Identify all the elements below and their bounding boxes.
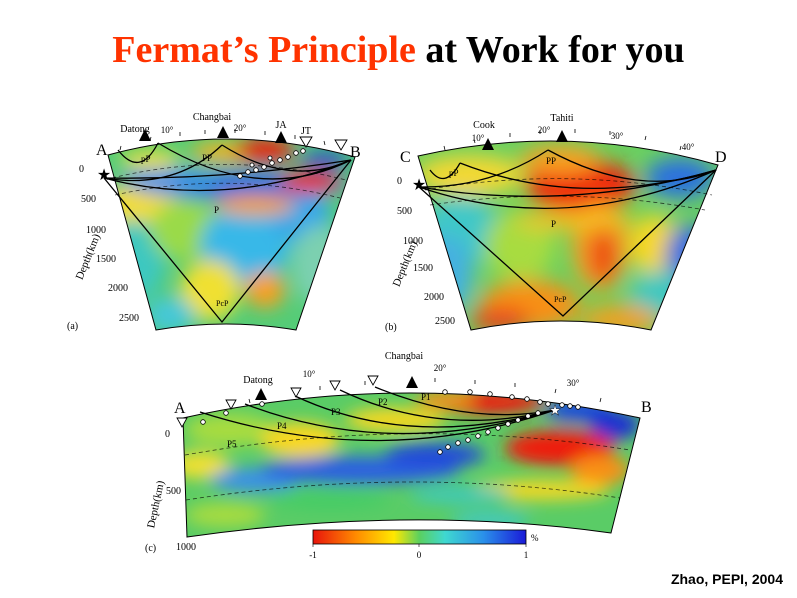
- colorbar-tick-label: 1: [524, 550, 529, 560]
- depth-tick-label: 1000: [176, 542, 196, 553]
- panel-b: ★ C D Cook Tahiti 10° 20° 30° 40° pP PP …: [385, 113, 727, 333]
- ray-label-p4: P4: [277, 421, 287, 431]
- title-rest: at Work for you: [425, 29, 685, 71]
- depth-tick-label: 0: [397, 176, 402, 187]
- station-ja: JA: [275, 120, 287, 131]
- depth-tick-label: 500: [166, 486, 181, 497]
- panel-c-end-right: B: [641, 399, 652, 416]
- panel-b-label: (b): [385, 322, 397, 333]
- degree-tick-label: 10°: [161, 125, 174, 135]
- ray-label-pp-depth: pP: [449, 168, 459, 178]
- degree-tick-label: 20°: [434, 363, 447, 373]
- slide-title: Fermat’s Principle at Work for you: [0, 28, 797, 72]
- title-highlight: Fermat’s Principle: [112, 29, 416, 71]
- degree-tick-label: 20°: [538, 125, 551, 135]
- depth-tick-label: 500: [397, 206, 412, 217]
- ray-label-p1: P1: [421, 392, 431, 402]
- station-changbai: Changbai: [385, 351, 424, 362]
- depth-tick-label: 500: [81, 194, 96, 205]
- degree-tick-label: 40°: [682, 142, 695, 152]
- svg-text:★: ★: [549, 404, 562, 419]
- panel-a: ★ A B Datong Changbai JA JT 10° 20° pP P…: [67, 112, 361, 332]
- svg-text:★: ★: [412, 177, 426, 194]
- station-tahiti: Tahiti: [550, 113, 573, 124]
- ray-label-p5: P5: [227, 439, 237, 449]
- depth-axis-label: Depth(km): [145, 479, 167, 529]
- degree-tick-label: 20°: [234, 123, 247, 133]
- panel-c-end-left: A: [174, 400, 186, 417]
- ray-label-pp: PP: [546, 156, 556, 166]
- panel-a-end-right: B: [350, 144, 361, 161]
- panel-b-end-right: D: [715, 149, 727, 166]
- degree-tick-label: 10°: [472, 133, 485, 143]
- citation: Zhao, PEPI, 2004: [670, 571, 783, 587]
- station-datong: Datong: [120, 124, 149, 135]
- depth-tick-label: 1500: [413, 263, 433, 274]
- ray-label-p2: P2: [378, 397, 388, 407]
- depth-tick-label: 0: [165, 429, 170, 440]
- panel-b-end-left: C: [400, 149, 411, 166]
- ray-label-p: P: [551, 219, 556, 229]
- station-datong: Datong: [243, 375, 272, 386]
- station-jt: JT: [301, 126, 311, 137]
- depth-tick-label: 1500: [96, 254, 116, 265]
- depth-tick-label: 2500: [119, 313, 139, 324]
- ray-label-pcp: PcP: [554, 295, 567, 304]
- station-cook: Cook: [473, 120, 495, 131]
- panel-c-label: (c): [145, 543, 156, 554]
- svg-text:★: ★: [97, 167, 111, 184]
- colorbar: -1 0 1 %: [309, 529, 539, 560]
- degree-tick-label: 30°: [567, 378, 580, 388]
- ray-label-pp-depth: pP: [141, 154, 151, 164]
- depth-tick-label: 0: [79, 164, 84, 175]
- depth-tick-label: 2000: [424, 292, 444, 303]
- ray-label-p3: P3: [331, 407, 341, 417]
- degree-tick-label: 10°: [303, 369, 316, 379]
- panel-c: ★ A B Datong Changbai 10° 20° 30° P1 P2 …: [145, 351, 652, 554]
- degree-tick-label: 30°: [611, 131, 624, 141]
- depth-tick-label: 2000: [108, 283, 128, 294]
- ray-label-pp: PP: [202, 153, 212, 163]
- colorbar-unit: %: [531, 533, 539, 543]
- station-changbai: Changbai: [193, 112, 232, 123]
- ray-label-p: P: [214, 205, 219, 215]
- panel-a-label: (a): [67, 321, 78, 332]
- ray-label-pcp: PcP: [216, 299, 229, 308]
- depth-tick-label: 2500: [435, 316, 455, 327]
- depth-tick-label: 1000: [86, 225, 106, 236]
- colorbar-tick-label: 0: [417, 550, 422, 560]
- depth-tick-label: 1000: [403, 236, 423, 247]
- colorbar-tick-label: -1: [309, 550, 317, 560]
- panel-a-end-left: A: [96, 142, 108, 159]
